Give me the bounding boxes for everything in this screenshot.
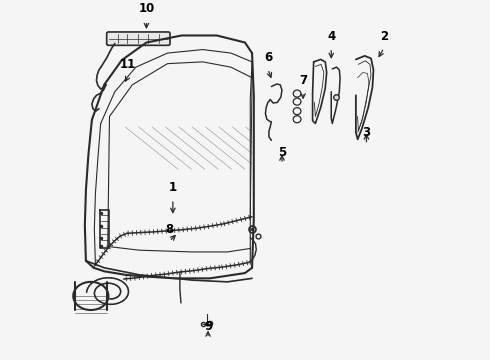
Text: 6: 6 (264, 51, 272, 64)
Text: 4: 4 (327, 30, 335, 42)
Text: 8: 8 (165, 223, 173, 236)
Text: 9: 9 (204, 320, 212, 333)
Text: 5: 5 (278, 146, 286, 159)
FancyBboxPatch shape (107, 32, 170, 45)
Text: 3: 3 (363, 126, 370, 139)
Text: 1: 1 (169, 181, 177, 194)
Text: 10: 10 (138, 3, 154, 15)
Text: 7: 7 (299, 73, 307, 86)
Text: 11: 11 (120, 58, 136, 71)
Text: 2: 2 (380, 30, 388, 42)
